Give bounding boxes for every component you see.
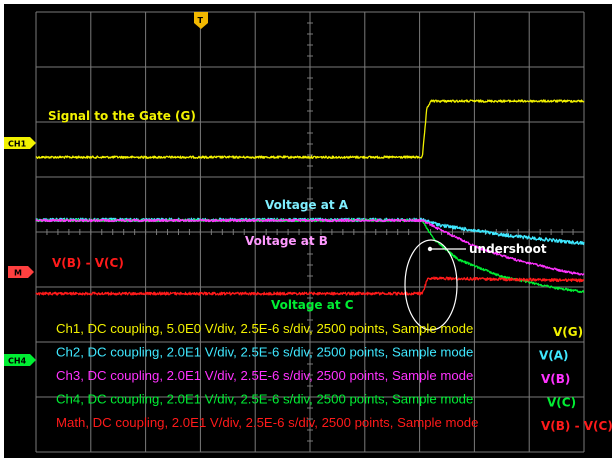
trace-vC: [35, 218, 585, 294]
info-tag-1: V(G): [553, 325, 583, 339]
channel-info-panel: Ch1, DC coupling, 5.0E0 V/div, 2.5E-6 s/…: [56, 321, 613, 433]
ch4-marker: CH4: [4, 354, 36, 366]
graticule: [35, 11, 585, 453]
trace-gate: [35, 99, 585, 159]
annotation-gate: Signal to the Gate (G): [48, 109, 196, 123]
trigger-marker: T: [194, 12, 208, 29]
info-line-4: Ch4, DC coupling, 2.0E1 V/div, 2.5E-6 s/…: [56, 392, 473, 407]
info-tag-4: V(C): [547, 396, 576, 410]
annotation-math: V(B) - V(C): [52, 256, 124, 270]
waveform-traces: [35, 99, 585, 296]
annotation-voltage-a: Voltage at A: [265, 198, 349, 212]
info-line-5: Math, DC coupling, 2.0E1 V/div, 2.5E-6 s…: [56, 415, 478, 430]
trace-math: [35, 276, 585, 296]
info-line-3: Ch3, DC coupling, 2.0E1 V/div, 2.5E-6 s/…: [56, 368, 473, 383]
info-tag-2: V(A): [539, 349, 569, 363]
annotation-voltage-c: Voltage at C: [271, 298, 354, 312]
math-marker-label: M: [14, 269, 22, 278]
info-tag-5: V(B) - V(C): [541, 419, 613, 433]
info-line-1: Ch1, DC coupling, 5.0E0 V/div, 2.5E-6 s/…: [56, 321, 473, 336]
info-tag-3: V(B): [541, 372, 570, 386]
trigger-marker-label: T: [198, 16, 204, 25]
ch1-marker-label: CH1: [8, 140, 27, 149]
undershoot-pointer-dot: [427, 246, 433, 252]
annotation-voltage-b: Voltage at B: [245, 234, 328, 248]
screen-background: [4, 4, 612, 458]
math-marker: M: [8, 266, 34, 278]
ch1-marker: CH1: [4, 137, 36, 149]
undershoot-ellipse: [404, 239, 458, 331]
info-line-2: Ch2, DC coupling, 2.0E1 V/div, 2.5E-6 s/…: [56, 345, 473, 360]
trace-vB: [35, 218, 585, 276]
ch4-marker-label: CH4: [8, 357, 27, 366]
annotation-undershoot: undershoot: [469, 242, 547, 256]
